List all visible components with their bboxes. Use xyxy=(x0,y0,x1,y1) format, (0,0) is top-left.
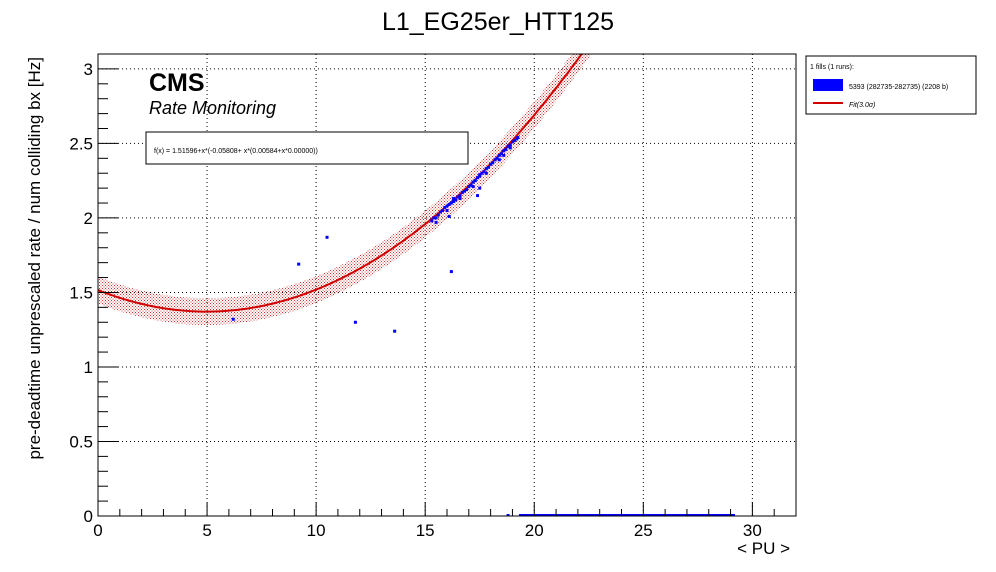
data-point xyxy=(504,147,508,151)
data-point xyxy=(393,329,397,333)
x-axis-label: < PU > xyxy=(737,539,790,558)
data-point xyxy=(482,170,486,174)
data-point xyxy=(465,188,469,192)
data-point xyxy=(489,162,493,166)
data-point xyxy=(513,138,517,142)
data-point xyxy=(471,180,475,184)
data-point xyxy=(447,214,451,218)
fit-uncertainty-band xyxy=(98,54,592,326)
y-tick-label: 2.5 xyxy=(69,134,93,153)
data-point xyxy=(484,167,488,171)
data-point xyxy=(506,514,510,516)
data-point xyxy=(508,146,512,150)
data-point xyxy=(452,197,456,201)
data-point xyxy=(506,144,510,148)
zero-rate-points xyxy=(518,514,735,516)
data-point xyxy=(476,194,480,198)
data-point xyxy=(469,183,473,187)
fit-formula-box: f(x) = 1.51596+x*(-0.05808+ x*(0.00584+x… xyxy=(145,131,469,165)
data-point xyxy=(231,317,235,321)
legend-header: 1 fills (1 runs): xyxy=(810,64,854,71)
legend-label-fit: Fit(3.0σ) xyxy=(849,102,875,109)
x-tick-label: 5 xyxy=(202,521,211,540)
data-point xyxy=(438,210,442,214)
data-point xyxy=(432,216,436,220)
fit-formula-text: f(x) = 1.51596+x*(-0.05808+ x*(0.00584+x… xyxy=(154,148,318,155)
data-point xyxy=(353,320,357,324)
data-point xyxy=(500,152,504,156)
data-point xyxy=(473,179,477,183)
data-point xyxy=(476,176,480,180)
data-point xyxy=(502,149,506,153)
data-point xyxy=(434,220,438,224)
fit-band-layer xyxy=(98,54,592,326)
y-tick-label: 1.5 xyxy=(69,283,93,302)
data-point xyxy=(458,197,462,201)
data-point xyxy=(493,158,497,162)
data-point xyxy=(484,171,488,175)
data-point xyxy=(480,171,484,175)
y-tick-label: 1 xyxy=(84,358,93,377)
data-point xyxy=(297,262,301,266)
y-axis-label: pre-deadtime unprescaled rate / num coll… xyxy=(25,57,44,460)
data-point xyxy=(510,140,514,144)
data-point xyxy=(454,198,458,202)
data-point xyxy=(443,206,447,210)
data-point xyxy=(449,201,453,205)
data-point xyxy=(486,165,490,169)
plot-frame xyxy=(97,53,797,517)
legend-label-data: 5393 (282735-282735) (2208 b) xyxy=(849,84,948,91)
data-point xyxy=(497,158,501,162)
y-tick-label: 3 xyxy=(84,60,93,79)
data-point xyxy=(449,270,453,274)
x-tick-label: 20 xyxy=(525,521,544,540)
data-point xyxy=(467,185,471,189)
data-point xyxy=(460,191,464,195)
data-point xyxy=(452,200,456,204)
data-point xyxy=(471,185,475,189)
data-point xyxy=(445,208,449,212)
data-point xyxy=(436,213,440,217)
x-tick-label: 0 xyxy=(93,521,102,540)
y-tick-label: 2 xyxy=(84,209,93,228)
data-point xyxy=(445,204,449,208)
cms-label: CMS xyxy=(149,69,205,97)
legend: 1 fills (1 runs): 5393 (282735-282735) (… xyxy=(805,55,977,115)
data-point xyxy=(441,208,445,212)
data-point xyxy=(491,161,495,165)
data-point xyxy=(325,235,329,239)
data-point xyxy=(456,195,460,199)
rate-monitoring-label: Rate Monitoring xyxy=(149,98,276,118)
x-tick-label: 15 xyxy=(416,521,435,540)
data-point xyxy=(478,173,482,177)
data-point xyxy=(495,156,499,160)
data-point xyxy=(430,219,434,223)
data-point xyxy=(478,186,482,190)
data-point xyxy=(516,135,520,139)
y-tick-label: 0 xyxy=(84,507,93,526)
data-point xyxy=(497,153,501,157)
y-tick-label: 0.5 xyxy=(69,432,93,451)
data-point xyxy=(502,153,506,157)
data-point xyxy=(462,189,466,193)
x-tick-label: 25 xyxy=(634,521,653,540)
chart-title: L1_EG25er_HTT125 xyxy=(382,8,614,36)
data-points-layer xyxy=(231,135,735,516)
data-point xyxy=(508,143,512,147)
data-point xyxy=(458,194,462,198)
legend-swatch-data xyxy=(813,79,843,91)
data-point xyxy=(447,203,451,207)
grid-layer xyxy=(98,54,796,516)
x-tick-label: 30 xyxy=(743,521,762,540)
axis-layer: 0 5 10 15 20 25 30 0 0.5 1 1.5 2 2.5 3 xyxy=(69,53,797,540)
x-tick-label: 10 xyxy=(307,521,326,540)
data-point xyxy=(434,216,438,220)
